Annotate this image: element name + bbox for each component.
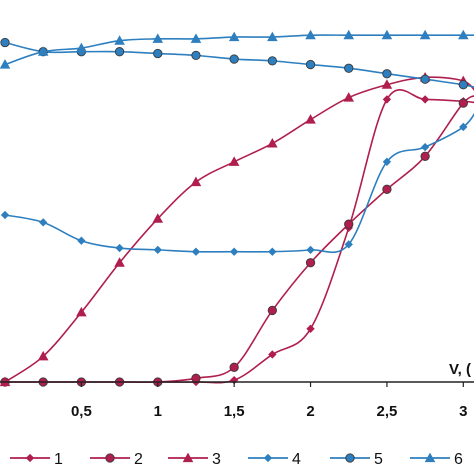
series-5-point xyxy=(153,48,163,59)
series-4-point xyxy=(344,240,353,249)
series-4-point xyxy=(191,247,201,256)
series-5-point xyxy=(114,47,125,57)
series-3-point xyxy=(228,156,240,166)
series-6-point xyxy=(76,42,87,53)
legend-item-6: 6 xyxy=(410,451,463,468)
series-1-point xyxy=(268,350,277,359)
x-axis-label: V, ( xyxy=(449,361,471,378)
series-1-point xyxy=(382,95,392,104)
series-3-point xyxy=(305,114,316,124)
series-6-point xyxy=(37,46,49,56)
series-3-point xyxy=(114,257,125,267)
series-2-point xyxy=(229,362,239,372)
legend-marker xyxy=(25,453,35,463)
x-tick-labels: 0,5 1 1,5 2 2,5 3 xyxy=(71,382,467,420)
x-tick-label: 2 xyxy=(306,403,314,420)
series-6-point xyxy=(0,59,11,69)
legend-label: 1 xyxy=(54,451,63,468)
legend-item-3: 3 xyxy=(168,451,221,468)
series-4-point xyxy=(420,142,430,152)
series-2-point xyxy=(344,219,354,229)
series-6-line xyxy=(4,34,474,66)
series-2-point xyxy=(382,184,392,194)
series-4-point xyxy=(77,236,86,245)
series-1-point xyxy=(306,324,315,333)
series-1 xyxy=(0,89,474,387)
series-6-point xyxy=(228,31,240,42)
x-tick-label: 2,5 xyxy=(376,403,397,420)
legend: 1 2 3 4 5 6 xyxy=(10,451,463,468)
series-5-point xyxy=(344,63,354,73)
legend-label: 5 xyxy=(374,451,383,468)
legend-item-4: 4 xyxy=(248,451,301,468)
legend-marker xyxy=(182,452,194,463)
legend-label: 3 xyxy=(212,451,221,468)
series-4-point xyxy=(153,245,162,255)
series-layer xyxy=(0,29,474,387)
series-5-point xyxy=(458,80,468,90)
series-1-point xyxy=(420,95,430,104)
series-5-point xyxy=(420,74,430,84)
legend-marker xyxy=(105,453,115,463)
series-6-point xyxy=(152,33,164,43)
series-3-point xyxy=(267,138,278,148)
series-6-point xyxy=(305,29,316,40)
series-3-point xyxy=(76,306,87,317)
legend-label: 6 xyxy=(454,451,463,468)
x-tick-label: 1,5 xyxy=(224,403,245,420)
series-6-point xyxy=(343,29,355,40)
series-6 xyxy=(0,29,474,69)
series-3-line xyxy=(4,76,474,383)
series-5-point xyxy=(305,59,316,70)
legend-label: 2 xyxy=(134,451,143,468)
series-1-line xyxy=(5,89,474,384)
legend-marker xyxy=(424,452,436,463)
legend-marker xyxy=(345,453,355,463)
series-4-point xyxy=(115,243,124,253)
series-4-point xyxy=(268,247,277,256)
series-5-point xyxy=(267,56,277,66)
legend-marker xyxy=(263,453,273,463)
series-6-point xyxy=(381,29,393,40)
series-5-point xyxy=(0,37,10,48)
series-5-point xyxy=(191,50,201,61)
legend-item-5: 5 xyxy=(330,451,383,468)
series-6-point xyxy=(190,33,202,43)
series-3-point xyxy=(37,350,49,361)
series-2-point xyxy=(305,258,316,268)
series-6-point xyxy=(267,31,278,42)
series-4-point xyxy=(39,218,48,227)
series-4-line xyxy=(4,112,474,254)
series-2-point xyxy=(420,151,430,161)
series-3-point xyxy=(381,79,393,89)
series-6-point xyxy=(458,29,469,40)
series-6-point xyxy=(114,35,125,45)
series-4-point xyxy=(0,210,10,220)
series-3-point xyxy=(190,176,202,187)
series-5-point xyxy=(229,54,239,64)
series-4-point xyxy=(382,157,392,166)
series-2 xyxy=(0,95,474,387)
x-tick-label: 3 xyxy=(459,403,467,420)
series-3 xyxy=(0,71,474,387)
legend-item-2: 2 xyxy=(90,451,143,468)
legend-item-1: 1 xyxy=(10,451,63,468)
series-5-point xyxy=(382,69,392,79)
series-4-point xyxy=(306,245,315,255)
series-4-point xyxy=(229,247,239,256)
series-2-point xyxy=(458,98,468,108)
series-3-point xyxy=(152,213,164,223)
legend-label: 4 xyxy=(292,451,301,468)
x-tick-label: 1 xyxy=(154,403,162,420)
series-6-point xyxy=(419,29,431,40)
series-4-point xyxy=(459,122,468,132)
series-3-point xyxy=(343,92,355,102)
series-4 xyxy=(0,112,474,256)
series-2-point xyxy=(267,305,277,316)
x-tick-label: 0,5 xyxy=(71,403,92,420)
